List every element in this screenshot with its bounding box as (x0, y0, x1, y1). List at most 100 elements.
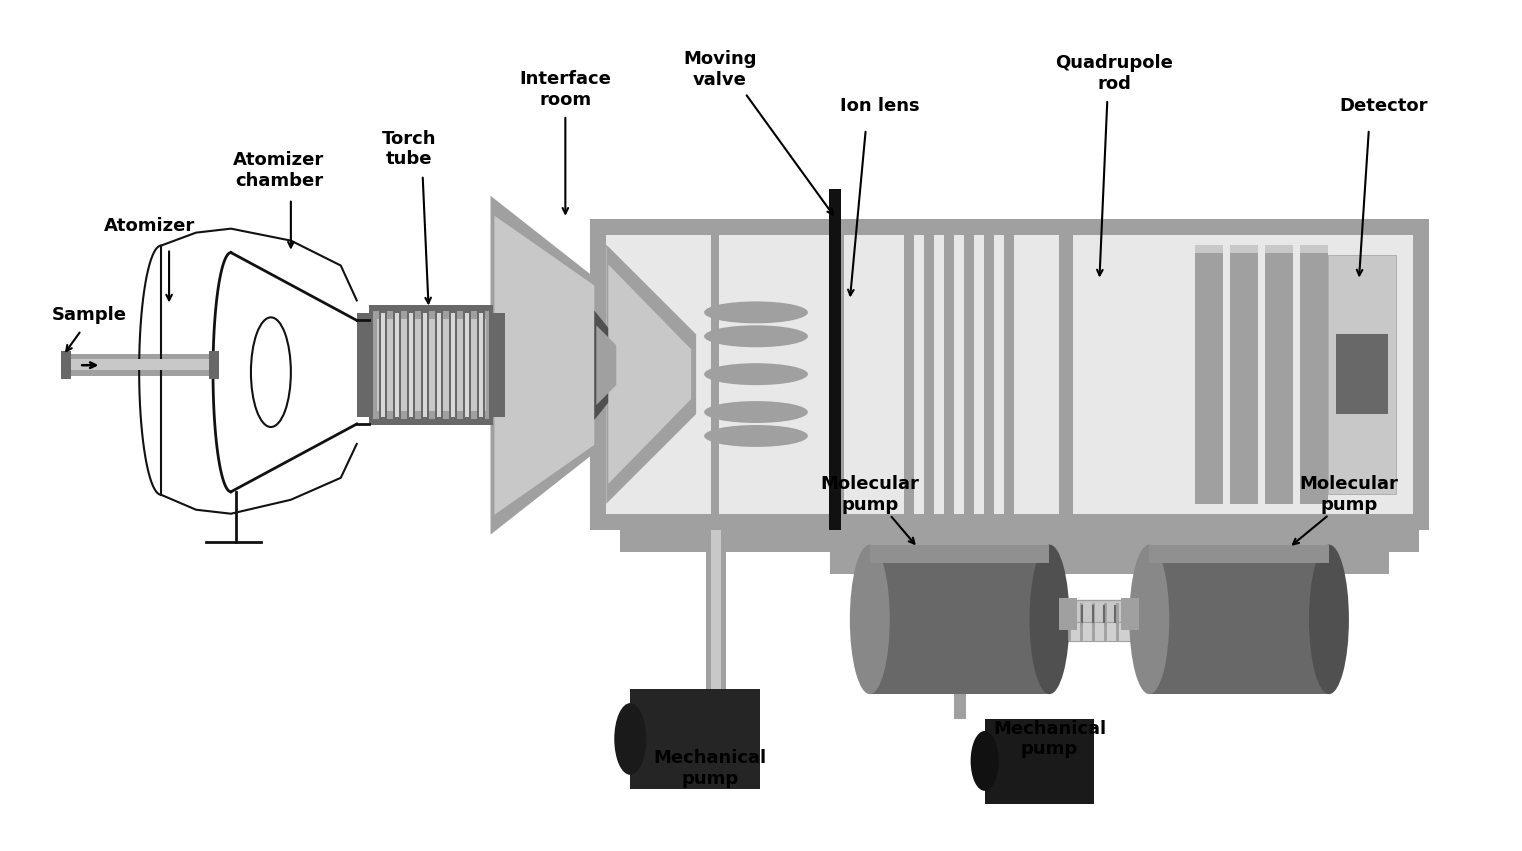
Bar (944, 235, 954, 514)
Text: Molecular
pump: Molecular pump (1300, 476, 1399, 514)
Bar (380, 313, 385, 417)
Text: Mechanical
pump: Mechanical pump (653, 750, 767, 788)
Bar (61, 359, 213, 370)
Text: Ion lens: Ion lens (840, 97, 919, 115)
Text: Interface
room: Interface room (519, 70, 612, 108)
Bar (1221, 529, 1237, 564)
Bar (463, 310, 470, 421)
Bar (963, 235, 974, 514)
Bar (1412, 219, 1429, 529)
Bar (904, 235, 913, 514)
Bar (435, 310, 443, 421)
Bar (1059, 598, 1078, 631)
Bar (829, 235, 843, 529)
Bar (1149, 545, 1329, 694)
Bar (591, 219, 606, 529)
Bar (493, 313, 505, 417)
Bar (406, 310, 414, 421)
Ellipse shape (615, 703, 647, 775)
Ellipse shape (1129, 545, 1169, 694)
Bar (464, 313, 469, 417)
Bar (1059, 235, 1073, 529)
Bar (476, 310, 484, 421)
Bar (1230, 244, 1259, 253)
Bar (869, 545, 1050, 563)
Bar (924, 235, 933, 514)
Bar (1122, 598, 1140, 631)
Bar (711, 235, 718, 514)
Text: Moving
valve: Moving valve (683, 49, 756, 89)
Bar (420, 310, 429, 421)
Bar (985, 719, 1094, 803)
Bar (423, 313, 426, 417)
Bar (394, 313, 399, 417)
Polygon shape (594, 311, 618, 420)
Bar (209, 351, 219, 380)
Bar (1230, 244, 1259, 504)
Bar (942, 529, 957, 564)
Bar (379, 310, 387, 421)
Bar (708, 529, 724, 564)
Bar (377, 319, 486, 411)
Polygon shape (606, 244, 696, 504)
Bar (368, 306, 493, 425)
Bar (1064, 601, 1135, 628)
Bar (437, 313, 440, 417)
Bar (1003, 235, 1014, 514)
Bar (869, 545, 1050, 694)
Bar (1300, 244, 1329, 253)
Bar (621, 529, 1419, 551)
Text: Sample: Sample (52, 306, 126, 324)
Text: Atomizer: Atomizer (103, 217, 195, 235)
Bar (393, 310, 400, 421)
Bar (1336, 334, 1388, 414)
Ellipse shape (1309, 545, 1348, 694)
Bar (356, 313, 368, 417)
Text: Atomizer
chamber: Atomizer chamber (233, 151, 324, 191)
Bar (951, 545, 968, 574)
Ellipse shape (1029, 545, 1070, 694)
Bar (451, 313, 455, 417)
Bar (831, 235, 839, 514)
Bar (711, 529, 721, 749)
Bar (829, 551, 1390, 574)
Bar (1265, 244, 1294, 253)
Bar (61, 354, 213, 376)
Polygon shape (490, 196, 598, 534)
Bar (1195, 244, 1224, 253)
Bar (1149, 545, 1329, 563)
Text: Torch
tube: Torch tube (382, 129, 435, 168)
Bar (606, 235, 1412, 514)
Text: Molecular
pump: Molecular pump (820, 476, 919, 514)
Bar (829, 189, 840, 529)
Bar (449, 310, 457, 421)
Ellipse shape (705, 325, 808, 347)
Polygon shape (597, 325, 616, 405)
Bar (983, 235, 994, 514)
Bar (1329, 254, 1396, 494)
Bar (1300, 244, 1329, 504)
Bar (1064, 622, 1135, 642)
Ellipse shape (705, 301, 808, 323)
Bar (478, 313, 482, 417)
Ellipse shape (849, 545, 890, 694)
Bar (373, 311, 490, 419)
Bar (954, 694, 965, 719)
Ellipse shape (705, 401, 808, 423)
Ellipse shape (705, 425, 808, 447)
Bar (408, 313, 412, 417)
Text: Quadrupole
rod: Quadrupole rod (1055, 54, 1173, 93)
Bar (706, 529, 726, 749)
Bar (1231, 545, 1247, 574)
Bar (630, 689, 759, 789)
Text: Detector: Detector (1339, 97, 1428, 115)
Bar (591, 514, 1429, 529)
Ellipse shape (971, 731, 998, 791)
Bar (61, 351, 72, 380)
Bar (1265, 244, 1294, 504)
Bar (591, 219, 1429, 235)
Ellipse shape (705, 363, 808, 386)
Polygon shape (495, 215, 594, 515)
Bar (1195, 244, 1224, 504)
Polygon shape (609, 265, 691, 484)
